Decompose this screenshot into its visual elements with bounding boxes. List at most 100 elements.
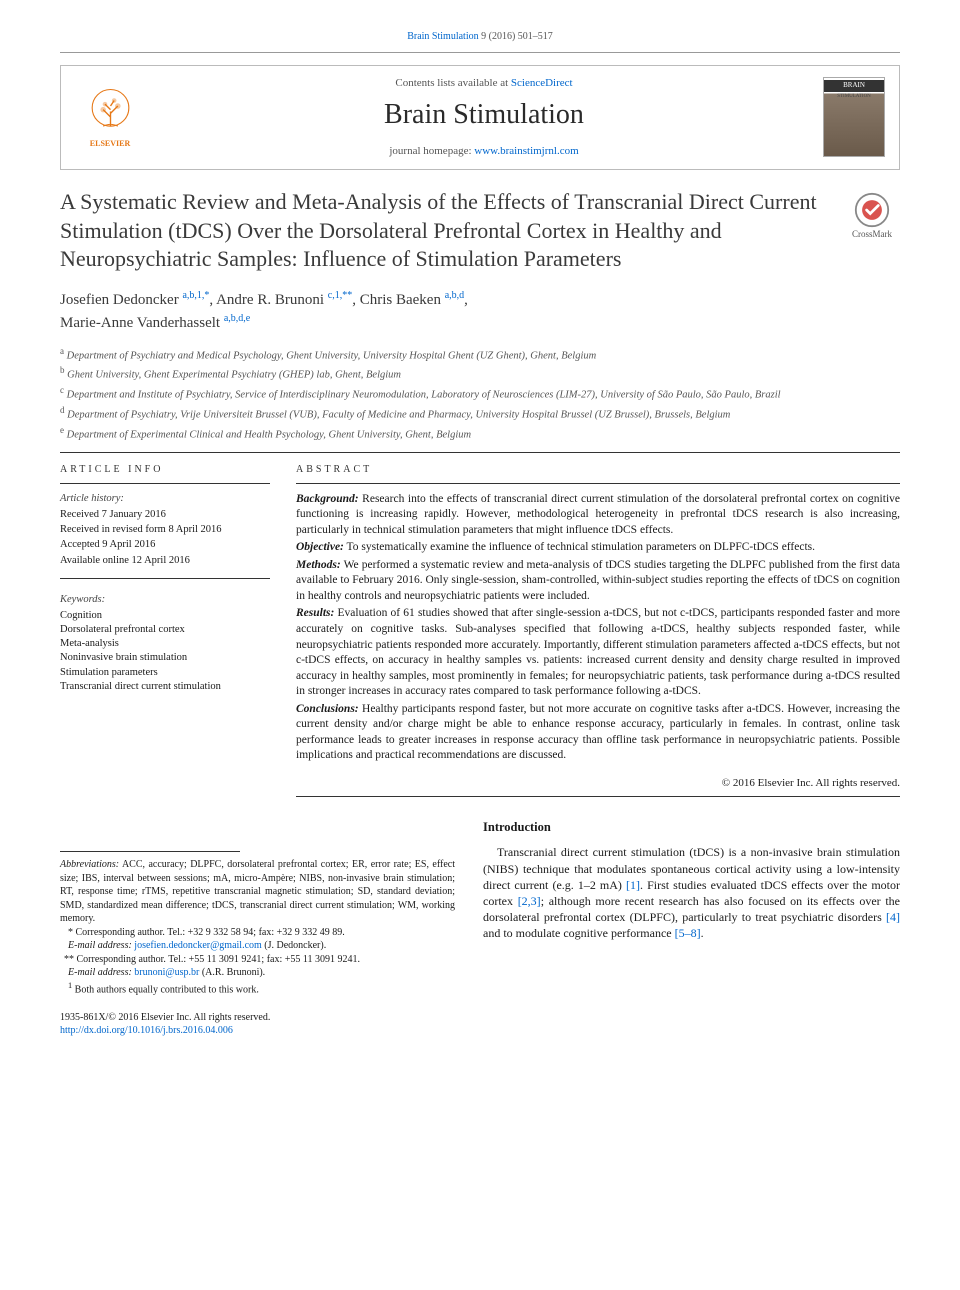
- abstract-bottom-rule: [296, 796, 900, 797]
- left-lower-col: Abbreviations: ACC, accuracy; DLPFC, dor…: [60, 819, 455, 1037]
- abbrev-label: Abbreviations:: [60, 859, 119, 870]
- author-3-affs[interactable]: a,b,d: [445, 290, 464, 301]
- history-rule: [60, 578, 270, 579]
- intro-text-c: ; although more recent research has also…: [483, 894, 900, 924]
- author-4: Marie-Anne Vanderhasselt: [60, 315, 224, 331]
- journal-cover-thumb: BRAIN STIMULATION: [823, 77, 885, 157]
- abs-background: Research into the effects of transcrania…: [296, 493, 900, 536]
- homepage-link[interactable]: www.brainstimjrnl.com: [474, 145, 578, 157]
- abs-methods: We performed a systematic review and met…: [296, 559, 900, 602]
- footnotes: Abbreviations: ACC, accuracy; DLPFC, dor…: [60, 858, 455, 996]
- crossmark-icon: [854, 192, 890, 228]
- affiliation-e: Department of Experimental Clinical and …: [67, 429, 471, 440]
- corr1-line: * Corresponding author. Tel.: +32 9 332 …: [60, 926, 455, 940]
- author-4-affs[interactable]: a,b,d,e: [224, 313, 250, 324]
- abs-conclusions-label: Conclusions:: [296, 703, 359, 715]
- affiliation-d: Department of Psychiatry, Vrije Universi…: [67, 409, 730, 420]
- abstract-copyright: © 2016 Elsevier Inc. All rights reserved…: [296, 776, 900, 791]
- equal-contrib: Both authors equally contributed to this…: [75, 984, 259, 995]
- author-sep-1: , Andre R. Brunoni: [209, 292, 327, 308]
- ref-4[interactable]: [4]: [886, 910, 900, 924]
- history-online: Available online 12 April 2016: [60, 554, 270, 568]
- intro-text-e: .: [701, 926, 704, 940]
- crossmark-label: CrossMark: [852, 228, 892, 240]
- keyword: Meta-analysis: [60, 637, 270, 651]
- keyword: Dorsolateral prefrontal cortex: [60, 623, 270, 637]
- intro-text-d: and to modulate cognitive performance: [483, 926, 675, 940]
- cover-title-top: BRAIN: [824, 80, 884, 91]
- corr2-email-label: E-mail address:: [68, 967, 132, 978]
- corr2-line: ** Corresponding author. Tel.: +55 11 30…: [60, 953, 455, 967]
- journal-homepage: journal homepage: www.brainstimjrnl.com: [145, 144, 823, 159]
- info-abstract-row: ARTICLE INFO Article history: Received 7…: [60, 463, 900, 805]
- corr1-name: (J. Dedoncker).: [262, 940, 326, 951]
- elsevier-tree-icon: [83, 84, 138, 139]
- doi-link[interactable]: http://dx.doi.org/10.1016/j.brs.2016.04.…: [60, 1025, 233, 1036]
- running-journal-link[interactable]: Brain Stimulation: [407, 31, 478, 42]
- affiliation-a: Department of Psychiatry and Medical Psy…: [67, 350, 597, 361]
- masthead-center: Contents lists available at ScienceDirec…: [145, 76, 823, 159]
- corr2-email[interactable]: brunoni@usp.br: [134, 967, 199, 978]
- corr2-name: (A.R. Brunoni).: [199, 967, 265, 978]
- lower-columns: Abbreviations: ACC, accuracy; DLPFC, dor…: [60, 819, 900, 1037]
- keywords-head: Keywords:: [60, 593, 270, 607]
- author-1: Josefien Dedoncker: [60, 292, 182, 308]
- running-citation: 9 (2016) 501–517: [479, 31, 553, 42]
- article-info-head: ARTICLE INFO: [60, 463, 270, 477]
- affiliations: a Department of Psychiatry and Medical P…: [60, 345, 900, 443]
- authors: Josefien Dedoncker a,b,1,*, Andre R. Bru…: [60, 288, 900, 335]
- history-head: Article history:: [60, 492, 270, 506]
- homepage-prefix: journal homepage:: [389, 145, 474, 157]
- history-accepted: Accepted 9 April 2016: [60, 538, 270, 552]
- abs-objective: To systematically examine the influence …: [344, 541, 815, 553]
- info-rule: [60, 483, 270, 484]
- article-title: A Systematic Review and Meta-Analysis of…: [60, 188, 832, 274]
- author-1-affs[interactable]: a,b,1,: [182, 290, 204, 301]
- cover-title-sub: STIMULATION: [824, 94, 884, 101]
- author-sep-2: , Chris Baeken: [352, 292, 444, 308]
- masthead: ELSEVIER Contents lists available at Sci…: [60, 65, 900, 170]
- contents-prefix: Contents lists available at: [395, 77, 510, 89]
- section-rule: [60, 452, 900, 453]
- ref-5-8[interactable]: [5–8]: [675, 926, 701, 940]
- affiliation-c: Department and Institute of Psychiatry, …: [67, 390, 781, 401]
- abs-conclusions: Healthy participants respond faster, but…: [296, 703, 900, 762]
- issn-line: 1935-861X/© 2016 Elsevier Inc. All right…: [60, 1011, 455, 1025]
- abs-results: Evaluation of 61 studies showed that aft…: [296, 607, 900, 697]
- abstract: ABSTRACT Background: Research into the e…: [296, 463, 900, 805]
- history-revised: Received in revised form 8 April 2016: [60, 523, 270, 537]
- crossmark-badge[interactable]: CrossMark: [844, 192, 900, 240]
- corr1-email[interactable]: josefien.dedoncker@gmail.com: [134, 940, 262, 951]
- corr1-email-label: E-mail address:: [68, 940, 132, 951]
- author-sep-3: ,: [464, 292, 468, 308]
- keyword: Cognition: [60, 609, 270, 623]
- abs-objective-label: Objective:: [296, 541, 344, 553]
- abs-background-label: Background:: [296, 493, 359, 505]
- ref-1[interactable]: [1]: [626, 878, 640, 892]
- elsevier-label: ELSEVIER: [90, 139, 130, 150]
- top-rule: [60, 52, 900, 53]
- keyword: Stimulation parameters: [60, 666, 270, 680]
- keyword: Transcranial direct current stimulation: [60, 680, 270, 694]
- ref-2-3[interactable]: [2,3]: [518, 894, 541, 908]
- introduction-head: Introduction: [483, 819, 900, 836]
- author-2-affs[interactable]: c,1,: [328, 290, 342, 301]
- sciencedirect-link[interactable]: ScienceDirect: [511, 77, 573, 89]
- abbrev-text: ACC, accuracy; DLPFC, dorsolateral prefr…: [60, 859, 455, 924]
- abs-results-label: Results:: [296, 607, 334, 619]
- article-info: ARTICLE INFO Article history: Received 7…: [60, 463, 270, 805]
- footnote-rule: [60, 851, 240, 852]
- abstract-rule: [296, 483, 900, 484]
- keyword: Noninvasive brain stimulation: [60, 651, 270, 665]
- history-received: Received 7 January 2016: [60, 508, 270, 522]
- issn-block: 1935-861X/© 2016 Elsevier Inc. All right…: [60, 1011, 455, 1038]
- affiliation-b: Ghent University, Ghent Experimental Psy…: [67, 370, 401, 381]
- abstract-head: ABSTRACT: [296, 463, 900, 477]
- elsevier-logo: ELSEVIER: [75, 80, 145, 155]
- introduction-column: Introduction Transcranial direct current…: [483, 819, 900, 941]
- running-header: Brain Stimulation 9 (2016) 501–517: [60, 30, 900, 44]
- author-2-corr[interactable]: **: [342, 290, 352, 301]
- abs-methods-label: Methods:: [296, 559, 341, 571]
- title-row: A Systematic Review and Meta-Analysis of…: [60, 188, 900, 274]
- sciencedirect-line: Contents lists available at ScienceDirec…: [145, 76, 823, 91]
